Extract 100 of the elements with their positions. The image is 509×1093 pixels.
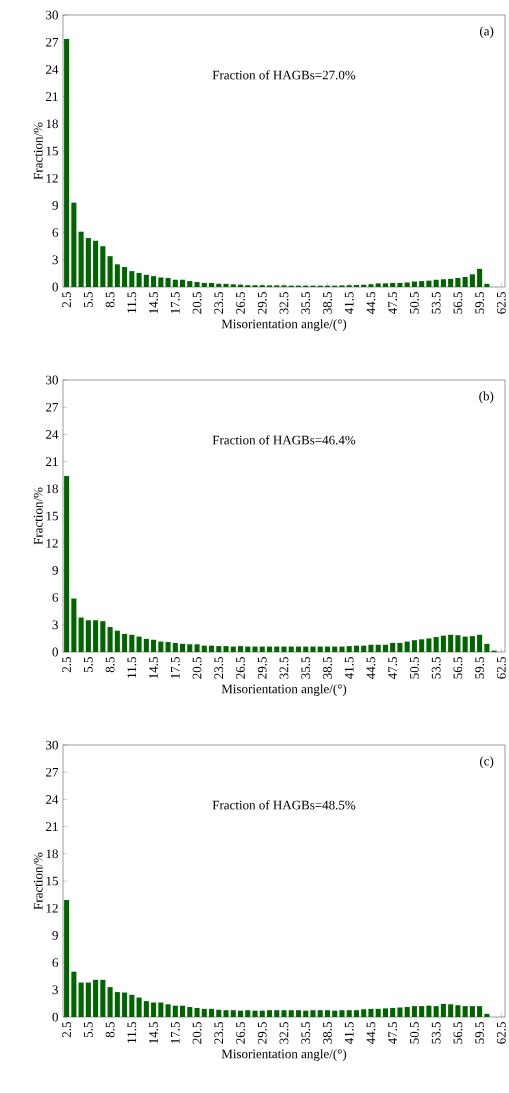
bar <box>411 1006 417 1018</box>
y-tick-label: 27 <box>46 37 59 47</box>
bar <box>216 646 222 652</box>
bar <box>180 1005 186 1018</box>
x-tick-label: 2.5 <box>62 1022 72 1038</box>
y-tick-label: 27 <box>46 767 59 777</box>
bar <box>136 636 142 652</box>
bar <box>404 641 410 652</box>
bar <box>426 638 432 652</box>
bar <box>107 987 113 1018</box>
bar <box>64 39 70 287</box>
x-tick-label: 38.5 <box>323 657 332 679</box>
bar <box>477 268 483 287</box>
x-tick-label: 56.5 <box>453 292 463 314</box>
x-tick-label: 44.5 <box>366 292 376 315</box>
bar <box>339 1010 345 1018</box>
x-tick-label: 38.5 <box>323 292 332 314</box>
bar <box>455 635 461 652</box>
x-tick-label: 26.5 <box>236 657 245 679</box>
bar <box>462 1006 468 1018</box>
x-tick-label: 23.5 <box>214 292 224 314</box>
bar <box>209 282 215 287</box>
y-tick-label: 6 <box>52 228 59 237</box>
bar <box>346 646 352 652</box>
y-axis-title: Fraction/% <box>33 122 43 180</box>
y-tick-label: 30 <box>46 375 58 385</box>
x-axis-title: Misorientation angle/(°) <box>221 684 347 696</box>
bar <box>64 476 70 652</box>
bar <box>151 276 157 287</box>
x-tick-label: 53.5 <box>431 1022 441 1044</box>
x-tick-label: 2.5 <box>62 292 72 308</box>
bar <box>129 271 135 287</box>
bar <box>230 1010 236 1018</box>
y-tick-label: 12 <box>46 173 58 183</box>
y-tick-label: 24 <box>46 795 59 804</box>
x-tick-label: 29.5 <box>257 657 267 679</box>
x-tick-label: 35.5 <box>301 1022 311 1044</box>
bar <box>230 284 236 287</box>
x-tick-label: 56.5 <box>453 657 463 679</box>
bar <box>78 231 84 287</box>
bar <box>237 284 244 287</box>
bar <box>107 627 113 652</box>
bar <box>433 1006 439 1018</box>
bar <box>129 994 135 1018</box>
bar <box>85 620 91 652</box>
bar <box>252 646 258 652</box>
bar <box>426 280 432 287</box>
x-tick-label: 20.5 <box>192 657 202 679</box>
bar <box>85 982 91 1018</box>
bar <box>419 1006 425 1018</box>
x-tick-label: 38.5 <box>323 1022 332 1044</box>
y-tick-label: 9 <box>52 566 58 575</box>
x-tick-label: 53.5 <box>431 657 441 679</box>
bar <box>440 1003 446 1018</box>
x-tick-label: 17.5 <box>170 657 180 679</box>
bar <box>346 1010 352 1018</box>
bar <box>339 646 345 652</box>
x-tick-label: 41.5 <box>344 1022 354 1045</box>
bar <box>390 1007 396 1018</box>
bar <box>201 282 207 287</box>
y-tick-label: 3 <box>52 985 58 995</box>
bar <box>165 642 171 652</box>
x-tick-label: 59.5 <box>475 292 485 314</box>
bar <box>404 282 410 287</box>
bar <box>194 282 200 287</box>
x-tick-label: 17.5 <box>170 292 180 314</box>
bar <box>158 277 164 287</box>
y-tick-label: 18 <box>46 119 58 129</box>
y-tick-label: 9 <box>52 931 58 940</box>
bar <box>180 279 186 287</box>
bar <box>93 620 99 652</box>
bar <box>469 1006 475 1018</box>
bar <box>390 282 396 287</box>
y-tick-label: 30 <box>46 740 58 750</box>
bar <box>440 279 446 287</box>
y-tick-label: 12 <box>46 538 58 548</box>
y-tick-label: 15 <box>46 146 58 156</box>
y-tick-label: 3 <box>52 255 58 265</box>
bar <box>187 644 193 652</box>
x-tick-label: 50.5 <box>410 657 419 679</box>
bar <box>382 283 388 287</box>
bar <box>100 621 106 652</box>
bar <box>100 246 106 287</box>
bar <box>85 238 91 287</box>
bar <box>382 1008 388 1018</box>
bar <box>288 1010 294 1018</box>
x-tick-label: 17.5 <box>170 1022 180 1044</box>
x-tick-label: 47.5 <box>388 292 398 315</box>
x-tick-label: 26.5 <box>236 292 245 314</box>
bar <box>187 1007 193 1018</box>
bar <box>100 979 106 1018</box>
bar <box>114 992 120 1018</box>
x-tick-label: 8.5 <box>105 1022 115 1038</box>
x-tick-label: 26.5 <box>236 1022 245 1044</box>
y-tick-label: 24 <box>46 430 59 439</box>
x-axis-title: Misorientation angle/(°) <box>221 319 347 331</box>
x-tick-label: 53.5 <box>431 292 441 314</box>
bar <box>237 1010 244 1018</box>
x-tick-label: 62.5 <box>496 657 506 679</box>
x-tick-label: 56.5 <box>453 1022 463 1044</box>
